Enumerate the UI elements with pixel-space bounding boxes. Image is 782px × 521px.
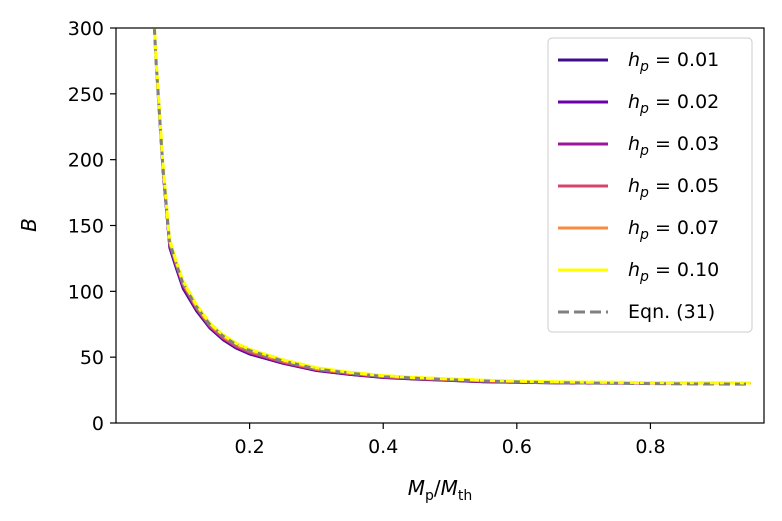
legend-entry-hp-010: hp = 0.10 [628, 259, 719, 285]
x-tick-label: 0.4 [368, 436, 398, 458]
y-tick-label: 300 [68, 18, 104, 40]
y-tick-label: 250 [68, 84, 104, 106]
legend-entry-hp-003: hp = 0.03 [628, 133, 719, 159]
y-tick-label: 0 [92, 413, 104, 435]
legend-lines [558, 58, 608, 314]
series-layer [152, 28, 751, 386]
series-line-overlay [153, 28, 751, 385]
y-tick-label: 50 [80, 347, 104, 369]
legend-entry-eqn31: Eqn. (31) [628, 301, 715, 323]
x-tick-label: 0.2 [234, 436, 264, 458]
legend-entry-hp-002: hp = 0.02 [628, 91, 719, 117]
legend: hp = 0.01 hp = 0.02 hp = 0.03 hp = 0.05 … [547, 37, 753, 333]
x-tick-label: 0.8 [635, 436, 665, 458]
y-tick-label: 150 [68, 216, 104, 238]
x-axis-label: Mp/Mth [408, 476, 473, 504]
legend-entry-hp-005: hp = 0.05 [628, 175, 719, 201]
legend-entry-hp-001: hp = 0.01 [628, 49, 719, 75]
y-axis-label: B [17, 218, 41, 232]
y-tick-label: 200 [68, 150, 104, 172]
legend-entries: hp = 0.01 hp = 0.02 hp = 0.03 hp = 0.05 … [628, 49, 719, 323]
legend-entry-hp-007: hp = 0.07 [628, 217, 719, 243]
y-axis-ticks: 0 50 100 150 200 250 300 [68, 18, 116, 435]
x-axis-ticks: 0.2 0.4 0.6 0.8 [234, 423, 666, 458]
x-tick-label: 0.6 [502, 436, 532, 458]
legend-box [547, 37, 753, 333]
y-tick-label: 100 [68, 281, 104, 303]
